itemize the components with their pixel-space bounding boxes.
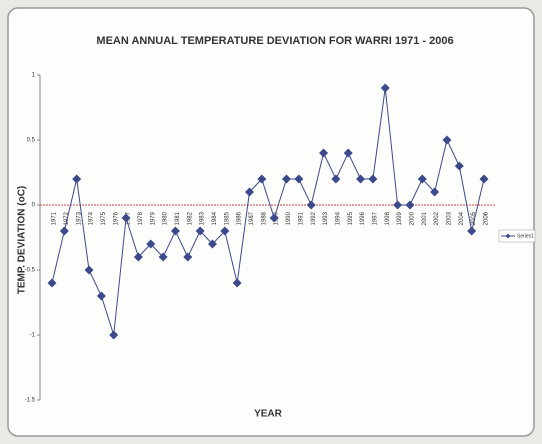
x-axis-title: YEAR bbox=[254, 409, 283, 420]
data-point bbox=[380, 83, 390, 93]
data-point bbox=[479, 174, 489, 184]
x-tick-label: 1978 bbox=[138, 211, 144, 225]
data-point bbox=[220, 226, 230, 236]
data-point bbox=[467, 226, 477, 236]
x-tick-label: 1975 bbox=[101, 211, 107, 225]
data-point bbox=[282, 174, 292, 184]
data-point bbox=[368, 174, 378, 184]
data-point bbox=[47, 278, 57, 288]
chart-title: MEAN ANNUAL TEMPERATURE DEVIATION FOR WA… bbox=[96, 35, 453, 47]
x-tick-label: 1988 bbox=[261, 211, 267, 225]
data-point bbox=[454, 161, 464, 171]
data-point bbox=[59, 226, 69, 236]
x-tick-label: 1985 bbox=[224, 211, 230, 225]
data-point bbox=[96, 291, 106, 301]
y-tick-label: -1.5 bbox=[25, 398, 36, 404]
x-tick-label: 1973 bbox=[76, 211, 82, 225]
x-tick-label: 1996 bbox=[360, 211, 366, 225]
legend-box bbox=[498, 229, 536, 243]
x-tick-label: 1998 bbox=[385, 211, 391, 225]
x-tick-label: 2000 bbox=[410, 211, 416, 225]
x-tick-label: 1986 bbox=[237, 211, 243, 225]
y-tick-label: 0 bbox=[32, 203, 36, 209]
data-point bbox=[121, 213, 131, 223]
data-point bbox=[207, 239, 217, 249]
x-tick-label: 1983 bbox=[200, 211, 206, 225]
x-tick-label: 2002 bbox=[434, 211, 440, 225]
data-point bbox=[331, 174, 341, 184]
x-tick-label: 1974 bbox=[89, 211, 95, 225]
data-point bbox=[269, 213, 279, 223]
data-point bbox=[232, 278, 242, 288]
x-tick-label: 1987 bbox=[249, 211, 255, 225]
data-point bbox=[257, 174, 267, 184]
x-tick-label: 1999 bbox=[397, 211, 403, 225]
x-tick-label: 1980 bbox=[163, 211, 169, 225]
x-tick-label: 2003 bbox=[447, 211, 453, 225]
y-axis-title: TEMP. DEVIATION (oC) bbox=[17, 186, 28, 295]
series-line bbox=[51, 87, 485, 336]
data-point bbox=[133, 252, 143, 262]
x-tick-label: 1979 bbox=[150, 211, 156, 225]
data-point bbox=[244, 187, 254, 197]
x-tick-label: 1990 bbox=[286, 211, 292, 225]
data-point bbox=[294, 174, 304, 184]
x-tick-label: 1984 bbox=[212, 211, 218, 225]
y-tick-label: -0.5 bbox=[25, 268, 36, 274]
data-point bbox=[417, 174, 427, 184]
data-point bbox=[146, 239, 156, 249]
data-point bbox=[72, 174, 82, 184]
data-point bbox=[405, 200, 415, 210]
data-point bbox=[393, 200, 403, 210]
y-tick-label: -1 bbox=[30, 333, 36, 339]
x-tick-label: 1991 bbox=[298, 211, 304, 225]
x-tick-label: 1982 bbox=[187, 211, 193, 225]
data-point bbox=[430, 187, 440, 197]
x-tick-label: 2001 bbox=[422, 211, 428, 225]
legend-label: Series1 bbox=[517, 233, 534, 239]
x-tick-label: 1994 bbox=[335, 211, 341, 225]
data-point bbox=[195, 226, 205, 236]
data-point bbox=[343, 148, 353, 158]
x-tick-label: 1976 bbox=[113, 211, 119, 225]
data-point bbox=[442, 135, 452, 145]
data-point bbox=[183, 252, 193, 262]
data-point bbox=[306, 200, 316, 210]
x-tick-label: 1992 bbox=[311, 211, 317, 225]
y-tick-label: 1 bbox=[32, 73, 36, 79]
x-tick-label: 1993 bbox=[323, 211, 329, 225]
data-point bbox=[356, 174, 366, 184]
data-point bbox=[109, 330, 119, 340]
x-tick-label: 2006 bbox=[484, 211, 490, 225]
legend-marker bbox=[505, 233, 511, 239]
x-tick-label: 1995 bbox=[348, 211, 354, 225]
x-tick-label: 1981 bbox=[175, 211, 181, 225]
data-point bbox=[319, 148, 329, 158]
x-tick-label: 1971 bbox=[52, 211, 58, 225]
x-tick-label: 1997 bbox=[372, 211, 378, 225]
x-tick-label: 2004 bbox=[459, 211, 465, 225]
data-point bbox=[84, 265, 94, 275]
data-point bbox=[158, 252, 168, 262]
y-tick-label: 0.5 bbox=[27, 138, 36, 144]
chart-frame bbox=[7, 7, 535, 437]
data-point bbox=[170, 226, 180, 236]
